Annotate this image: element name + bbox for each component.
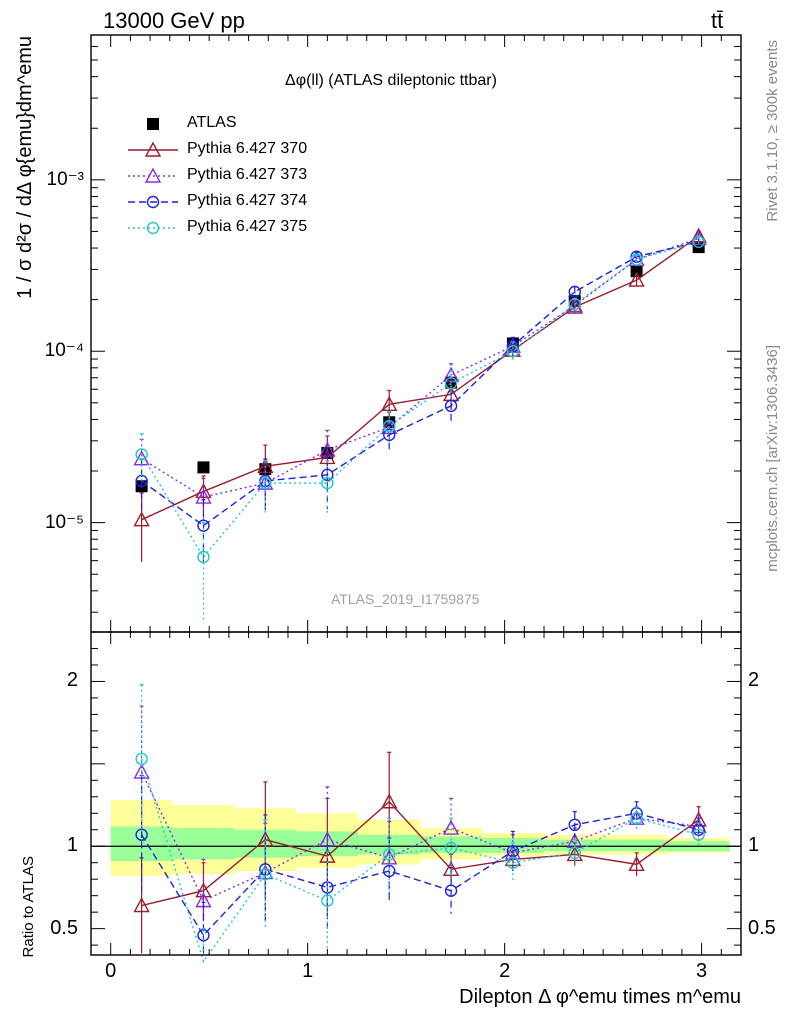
point-4-1 [197,550,210,564]
point-3-5 [444,399,458,413]
band-green-8 [605,839,668,852]
ratio-point-3-7 [568,846,581,860]
ratio-point-0-1 [195,882,212,898]
point-0-1 [197,461,210,474]
ratio-line-1 [140,771,699,902]
x-tick-label-1: 1 [302,960,314,982]
point-1-8 [628,271,645,287]
ratio-point-2-7 [568,818,581,832]
ratio-point-2-2 [259,863,272,876]
point-4-6 [506,345,520,358]
y-tick-label-bottom-left-2: 2 [66,669,78,692]
band-green-1 [172,828,235,860]
point-4-7 [568,298,581,311]
bottom-plot-frame [90,631,742,956]
ratio-point-3-0 [135,752,148,766]
y-tick-label-top-2: 10⁻³ [46,168,85,190]
point-3-6 [506,339,520,353]
point-2-7 [566,296,583,313]
y-tick-label-bottom-right-0: 0.5 [748,916,776,939]
y-axis-label-top: 1 / σ d²σ / dΔ φ{emu}dm^emu [14,36,36,299]
ratio-point-3-6 [506,856,520,869]
point-4-5 [444,377,458,390]
ratio-line-0 [141,800,700,907]
ratio-line-2 [141,812,699,937]
legend-marker-2 [144,167,162,183]
y-axis-label-bottom: Ratio to ATLAS [20,856,37,958]
point-1-4 [381,395,398,412]
mcplots-label: mcplots.cern.ch [arXiv:1306.3436] [764,345,781,572]
point-3-4 [383,428,396,442]
point-4-2 [259,476,272,490]
legend-label-0: ATLAS [187,114,237,131]
legend-marker-0 [147,118,159,130]
ratio-point-3-5 [444,841,458,855]
rivet-label: Rivet 3.1.10, ≥ 300k events [764,40,781,222]
x-tick-label-0: 0 [105,960,117,982]
legend-label-3: Pythia 6.427 374 [187,192,308,209]
series-top-1 [133,227,707,562]
point-4-9 [692,235,705,248]
series-top-0 [135,241,705,493]
legend-marker-4 [146,221,160,235]
point-4-8 [630,253,643,266]
ratio-point-0-8 [628,855,645,872]
series-line-3 [141,241,699,527]
point-3-7 [568,285,581,299]
x-tick-label-3: 3 [696,960,708,982]
ratio-point-0-0 [133,897,150,913]
y-tick-label-bottom-left-0: 0.5 [50,916,78,939]
legend-label-1: Pythia 6.427 370 [187,140,308,157]
ratio-point-2-0 [135,828,148,841]
series-bottom-3 [135,684,705,964]
ratio-point-0-5 [442,860,460,877]
point-1-1 [195,482,212,499]
ratio-point-3-4 [383,848,396,861]
legend-label-2: Pythia 6.427 373 [187,166,308,183]
legend-marker-3 [146,195,160,209]
ratio-line-3 [140,758,699,964]
ratio-point-3-3 [321,894,334,907]
ratio-point-3-9 [692,828,705,841]
y-tick-label-top-1: 10⁻⁴ [44,340,84,362]
header-left: 13000 GeV pp [103,8,245,33]
point-1-0 [133,511,150,527]
series-top-3 [135,235,705,566]
point-4-3 [321,476,334,490]
ratio-point-2-4 [383,864,396,878]
plot-title: Δφ(ll) (ATLAS dileptonic ttbar) [285,72,497,89]
watermark: ATLAS_2019_I1759875 [331,591,480,607]
x-tick-label-2: 2 [499,960,511,982]
point-4-0 [135,448,148,461]
y-tick-label-bottom-left-1: 1 [66,834,78,857]
ratio-point-3-2 [259,868,272,881]
y-tick-label-bottom-right-1: 1 [748,834,760,857]
y-tick-label-top-0: 10⁻⁵ [44,511,84,533]
y-tick-label-bottom-right-2: 2 [748,669,760,692]
series-top-4 [135,235,705,623]
legend-label-4: Pythia 6.427 375 [187,218,308,235]
legend-marker-1 [144,141,162,157]
header-right: tt̄ [711,8,724,33]
point-0-8 [630,265,643,278]
x-axis-label: Dilepton Δ φ^emu times m^emu [459,986,741,1008]
point-3-1 [197,519,210,532]
ratio-point-3-8 [630,812,643,825]
series-top-2 [133,229,707,522]
series-line-2 [141,237,699,498]
ratio-point-0-4 [381,793,398,809]
point-3-3 [321,468,334,482]
point-4-4 [383,420,396,433]
series-line-1 [141,235,700,521]
ratio-point-2-5 [444,884,458,897]
